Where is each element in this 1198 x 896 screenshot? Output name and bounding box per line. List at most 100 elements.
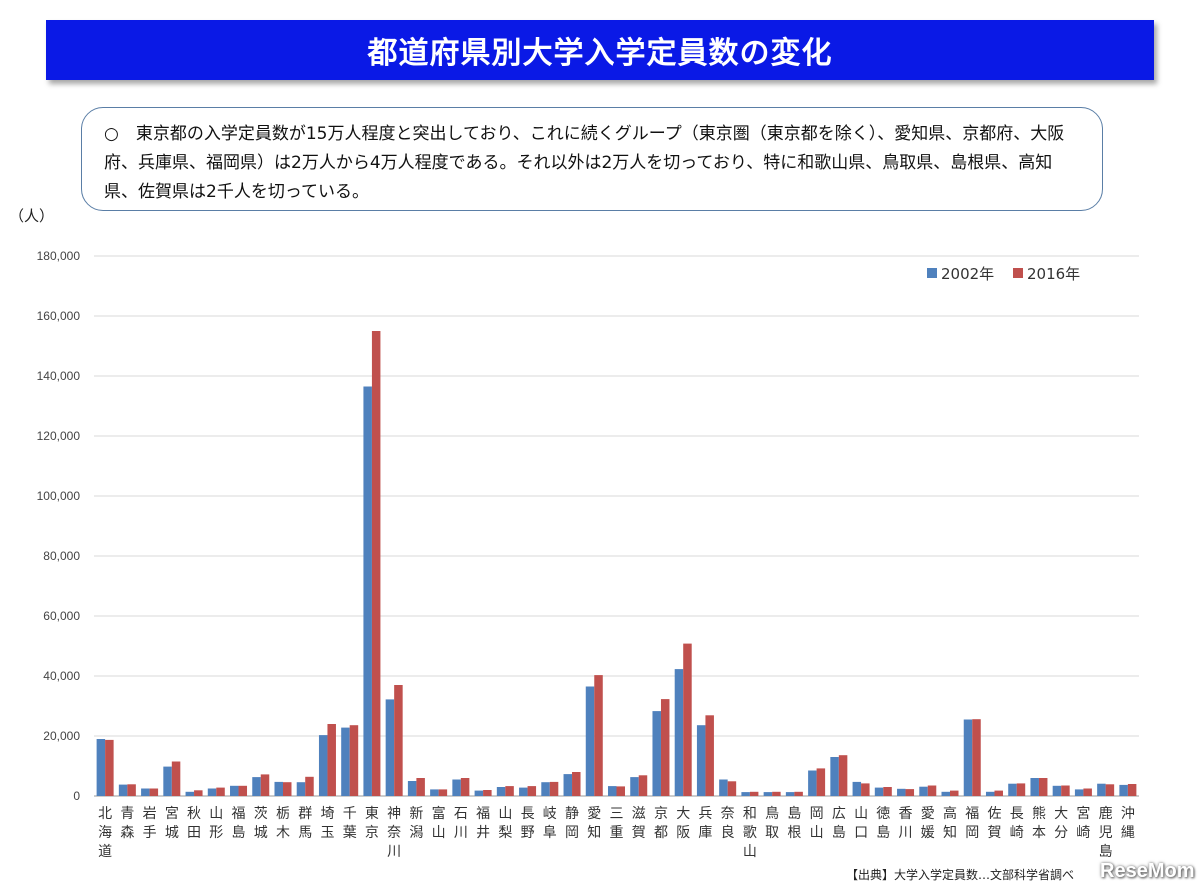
chart-title: 都道府県別大学入学定員数の変化 [367,36,833,71]
bar-2002 [985,791,995,796]
bar-2016 [772,791,781,796]
bar-2016 [349,725,359,796]
bar-2002 [274,781,283,796]
x-tick-label: 青森 [120,806,134,841]
bar-2002 [963,719,973,796]
x-tick-label: 宮崎 [1076,806,1090,841]
x-tick-label: 宮城 [165,806,179,841]
bar-2002 [852,781,862,796]
bar-2002 [385,699,395,796]
x-tick-label: 愛媛 [921,806,935,841]
x-tick-label: 福井 [476,806,490,841]
x-tick-label: 埼玉 [320,806,334,841]
x-tick-label: 石川 [454,806,468,841]
x-tick-label: 長崎 [1010,806,1024,841]
bar-2016 [638,775,648,796]
bar-2016 [572,772,581,796]
bar-2016 [149,788,159,796]
x-tick-label: 群馬 [298,806,312,841]
x-tick-label: 島根 [787,806,801,841]
bar-2016 [816,768,826,796]
x-tick-label: 栃木 [276,806,290,841]
bar-2016 [394,685,403,796]
bar-2016 [927,785,937,796]
title-banner: 都道府県別大学入学定員数の変化 [46,20,1154,80]
bar-2002 [341,727,350,796]
x-tick-label: 東京 [365,806,379,841]
bar-2002 [230,785,239,796]
x-tick-label: 佐賀 [987,806,1001,841]
bar-2016 [616,786,625,796]
bar-2002 [430,789,439,796]
bar-2016 [527,786,537,796]
bar-2002 [652,711,661,796]
bar-2002 [608,786,617,796]
bar-2002 [1097,783,1106,796]
bar-2016 [327,724,336,796]
watermark-logo: ReseMom [1100,860,1195,882]
bar-2016 [727,781,737,796]
x-tick-label: 熊本 [1032,806,1046,841]
x-tick-label: 京都 [654,806,668,841]
bar-2016 [1038,778,1048,796]
bar-2002 [296,782,306,796]
bar-2002 [941,791,951,796]
x-tick-label: 三重 [610,806,624,841]
bar-2002 [163,766,172,796]
x-tick-label: 大阪 [676,806,690,841]
bar-2002 [919,786,928,796]
source-note: 【出典】大学入学定員数…文部科学省調べ [846,868,1075,882]
x-tick-label: 兵庫 [698,806,712,841]
bar-2002 [1030,778,1039,796]
bar-2002 [785,792,795,796]
bar-2002 [185,791,195,796]
bar-2002 [719,779,728,796]
bar-2002 [696,725,706,796]
legend-swatch-2016 [1013,268,1023,278]
y-tick-label: 160,000 [37,309,81,323]
x-tick-label: 千葉 [343,806,357,841]
x-tick-label: 奈良 [721,806,735,841]
bar-2002 [585,686,595,796]
bar-2016 [705,715,714,796]
x-tick-label: 秋田 [187,806,201,841]
bar-2016 [505,786,514,796]
bar-2016 [594,675,603,796]
x-tick-label: 山形 [209,806,223,841]
y-tick-label: 120,000 [37,429,81,443]
bar-2002 [519,787,528,796]
x-tick-label: 徳島 [876,806,890,841]
x-tick-label: 愛知 [587,806,601,841]
bar-2016 [794,791,803,796]
x-tick-label: 和歌山 [743,806,757,860]
bar-2016 [194,790,203,796]
y-tick-label: 60,000 [43,609,80,623]
y-tick-label: 20,000 [43,729,80,743]
x-tick-label: 鳥取 [765,806,779,841]
legend-label: 2016年 [1027,265,1080,283]
bar-2016 [838,755,848,796]
summary-note: ○ 東京都の入学定員数が15万人程度と突出しており、これに続くグループ（東京圏（… [81,107,1103,211]
bar-2002 [1052,785,1062,796]
bar-2016 [1105,784,1115,796]
bar-2002 [118,784,128,796]
bar-2016 [683,643,692,796]
bar-2016 [105,739,114,796]
bar-2002 [674,669,684,796]
x-tick-label: 富山 [432,805,446,841]
bar-2002 [874,787,884,796]
bar-2016 [238,785,248,796]
x-tick-label: 香川 [899,806,913,841]
bar-2002 [496,787,506,796]
x-tick-label: 山口 [854,806,868,841]
bar-2016 [905,789,915,796]
x-tick-label: 岩手 [143,806,157,841]
bar-2016 [483,790,492,796]
bar-2016 [749,791,759,796]
bar-2002 [207,788,217,796]
bar-2016 [1083,788,1092,796]
x-tick-label: 福岡 [965,806,979,841]
bar-2016 [305,776,314,796]
bar-2002 [363,386,372,796]
